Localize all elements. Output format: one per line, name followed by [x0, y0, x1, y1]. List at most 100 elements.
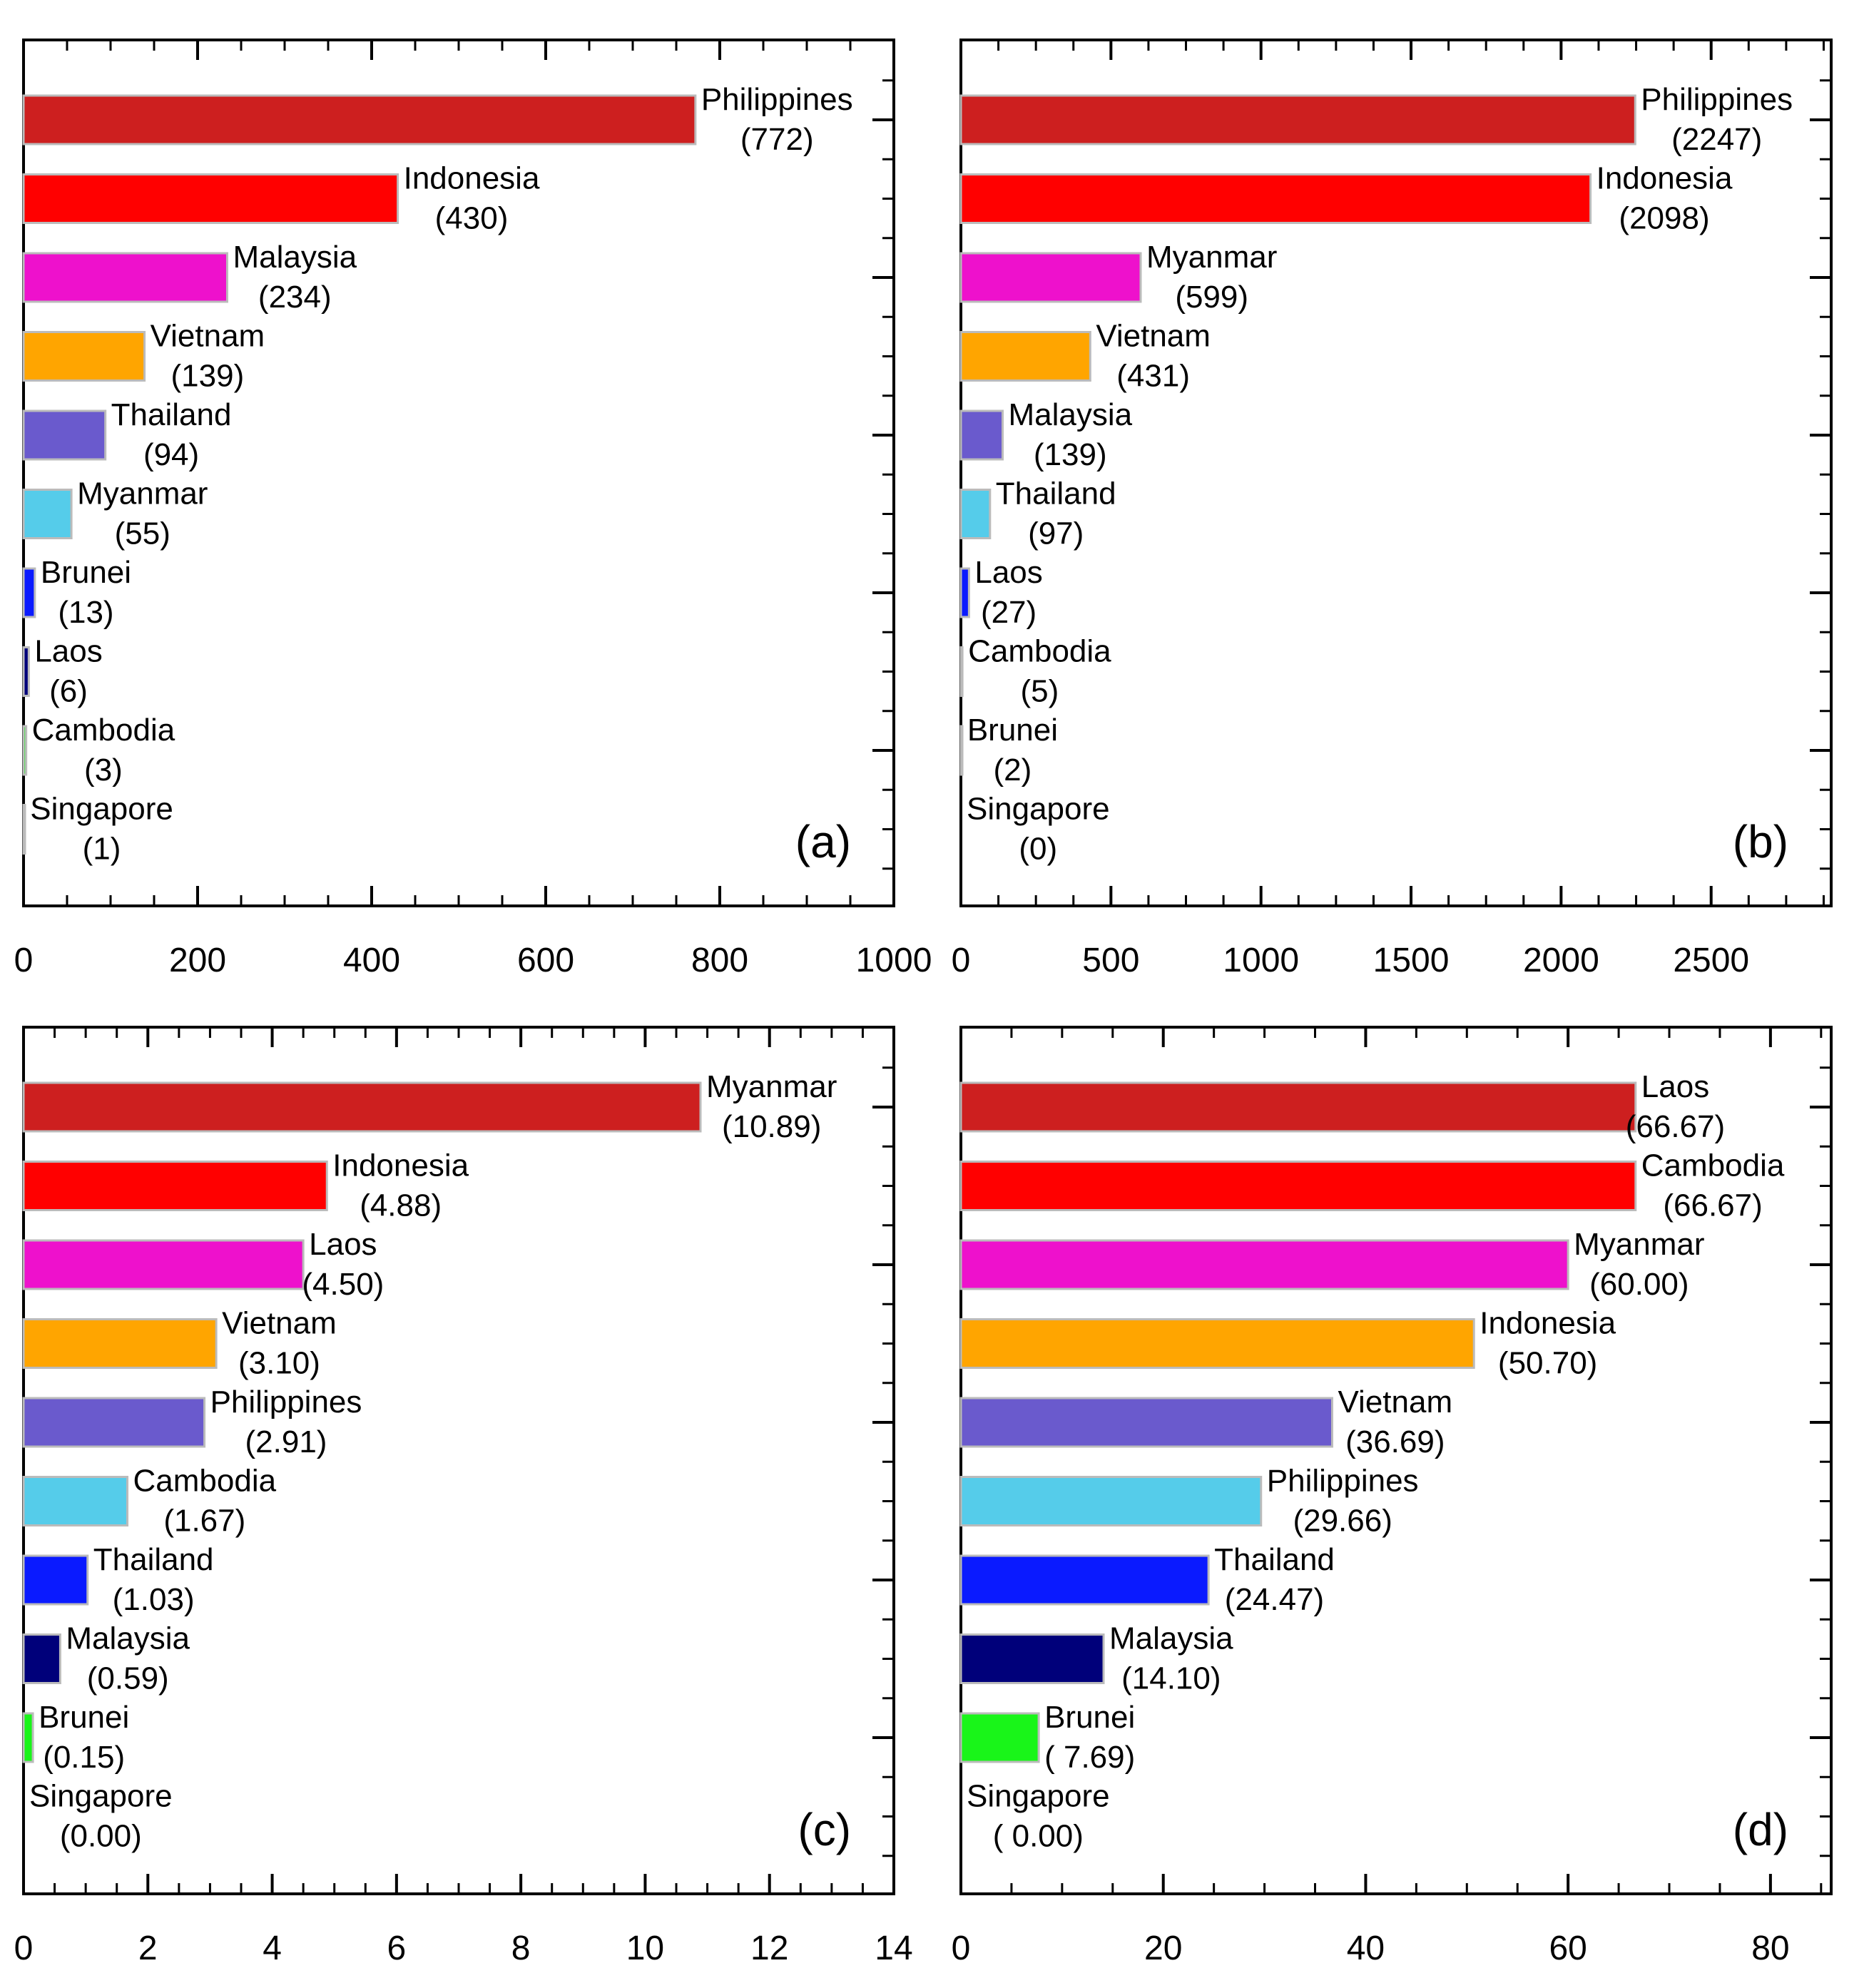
- plot-frame: [959, 39, 1833, 907]
- bar-label: Myanmar: [1146, 240, 1277, 275]
- bar-value-label: ( 0.00): [993, 1819, 1084, 1854]
- chart-panel: 0 200 400 600 800 1000 Philippines (772) Indones…: [14, 39, 932, 979]
- bar-label: Philippines: [1641, 82, 1793, 117]
- x-tick-label: 2: [138, 1930, 158, 1967]
- bar-value-label: (97): [1028, 516, 1084, 551]
- chart-panel: 0 2 4 6 8 10 12 14 Myanmar (10.89) Indonesia (4.88)…: [14, 1026, 913, 1967]
- bar-value-label: (5): [1020, 674, 1059, 709]
- bar-value-label: (1.67): [163, 1504, 245, 1539]
- x-tick-label: 200: [169, 942, 226, 979]
- bar-value-label: (139): [171, 359, 245, 394]
- bar-label: Vietnam: [222, 1306, 337, 1341]
- bar-malaysia: [959, 1633, 1105, 1684]
- x-tick-label: 500: [1082, 942, 1139, 979]
- bar-indonesia: [22, 1161, 328, 1211]
- bar-vietnam: [22, 1318, 218, 1369]
- x-tick-label: 80: [1751, 1930, 1789, 1967]
- bar-value-label: (66.67): [1626, 1109, 1725, 1144]
- panel-label: (a): [795, 816, 851, 867]
- x-tick-label: 0: [14, 1930, 34, 1967]
- bar-malaysia: [22, 1633, 61, 1684]
- bar-philippines: [22, 94, 697, 146]
- bar-value-label: (6): [49, 674, 88, 709]
- bar-vietnam: [22, 331, 146, 382]
- bar-label: Philippines: [210, 1385, 362, 1419]
- bar-value-label: (0.15): [43, 1740, 125, 1775]
- bar-indonesia: [959, 1318, 1475, 1369]
- bar-value-label: (0): [1019, 832, 1057, 867]
- bar-value-label: (36.69): [1345, 1424, 1445, 1459]
- bar-label: Thailand: [996, 476, 1116, 511]
- x-tick-label: 6: [387, 1930, 407, 1967]
- bar-label: Vietnam: [151, 319, 265, 354]
- bar-label: Brunei: [967, 713, 1058, 748]
- bar-brunei: [959, 725, 964, 776]
- bar-label: Singapore: [29, 1779, 173, 1814]
- bar-label: Brunei: [1044, 1700, 1135, 1735]
- x-tick-label: 0: [952, 942, 971, 979]
- bar-label: Indonesia: [332, 1148, 469, 1183]
- chart-panel: 0 500 1000 1500 2000 2500 Philippines (2247) Ind…: [952, 39, 1833, 979]
- bar-value-label: (772): [740, 122, 814, 157]
- bar-malaysia: [22, 252, 228, 303]
- bar-label: Laos: [309, 1227, 377, 1262]
- bar-label: Singapore: [967, 1779, 1110, 1814]
- bar-vietnam: [959, 331, 1091, 382]
- bar-philippines: [959, 1476, 1263, 1526]
- bar-laos: [959, 567, 970, 618]
- bar-value-label: (50.70): [1498, 1346, 1597, 1381]
- bar-philippines: [22, 1397, 206, 1448]
- x-tick-label: 40: [1347, 1930, 1385, 1967]
- bar-label: Philippines: [1267, 1464, 1419, 1499]
- chart-panel: 0 20 40 60 80 Laos (66.67) Cambodia (66.67) Myanm…: [952, 1026, 1833, 1967]
- bar-value-label: (55): [115, 516, 170, 551]
- x-tick-label: 0: [952, 1930, 971, 1967]
- bar-label: Malaysia: [233, 240, 357, 275]
- x-tick-label: 1000: [856, 942, 932, 979]
- bar-value-label: (94): [143, 437, 199, 472]
- bar-value-label: (2098): [1619, 201, 1709, 236]
- bar-label: Malaysia: [66, 1621, 190, 1656]
- x-tick-label: 20: [1144, 1930, 1182, 1967]
- bar-label: Indonesia: [1480, 1306, 1616, 1341]
- bar-label: Laos: [34, 634, 102, 669]
- bar-value-label: (0.59): [87, 1661, 169, 1696]
- bar-myanmar: [959, 1239, 1569, 1290]
- bar-label: Singapore: [30, 792, 173, 827]
- bar-thailand: [959, 1554, 1210, 1606]
- bar-malaysia: [959, 409, 1004, 461]
- bar-label: Vietnam: [1096, 319, 1211, 354]
- bar-brunei: [959, 1712, 1040, 1763]
- bar-value-label: (13): [58, 595, 113, 630]
- bar-label: Brunei: [39, 1700, 129, 1735]
- bar-value-label: (10.89): [722, 1109, 821, 1144]
- bar-label: Myanmar: [1574, 1227, 1704, 1262]
- bar-label: Laos: [1641, 1069, 1709, 1104]
- plot-frame: [959, 1026, 1833, 1895]
- bar-value-label: (2247): [1671, 122, 1762, 157]
- x-tick-label: 800: [691, 942, 748, 979]
- x-tick-label: 60: [1549, 1930, 1587, 1967]
- bar-value-label: (66.67): [1663, 1188, 1762, 1223]
- bar-value-label: (430): [435, 201, 509, 236]
- bar-laos: [22, 1239, 305, 1290]
- bar-value-label: (0.00): [60, 1819, 142, 1854]
- bar-label: Laos: [974, 555, 1042, 590]
- bar-label: Cambodia: [968, 634, 1111, 669]
- bar-myanmar: [959, 252, 1142, 303]
- bar-laos: [22, 646, 30, 697]
- bar-value-label: (3): [84, 753, 123, 787]
- panel-label: (d): [1733, 1804, 1788, 1855]
- bar-label: Indonesia: [1596, 161, 1733, 196]
- bar-label: Brunei: [41, 555, 131, 590]
- x-tick-label: 600: [517, 942, 574, 979]
- bar-value-label: ( 7.69): [1044, 1740, 1135, 1775]
- bar-label: Thailand: [1214, 1542, 1335, 1577]
- bar-label: Myanmar: [706, 1069, 837, 1104]
- bar-label: Malaysia: [1109, 1621, 1233, 1656]
- bar-singapore: [22, 804, 26, 855]
- bar-label: Malaysia: [1008, 397, 1132, 432]
- bar-value-label: (4.50): [302, 1267, 384, 1302]
- bar-value-label: (1.03): [113, 1582, 195, 1617]
- bar-value-label: (2.91): [245, 1424, 327, 1459]
